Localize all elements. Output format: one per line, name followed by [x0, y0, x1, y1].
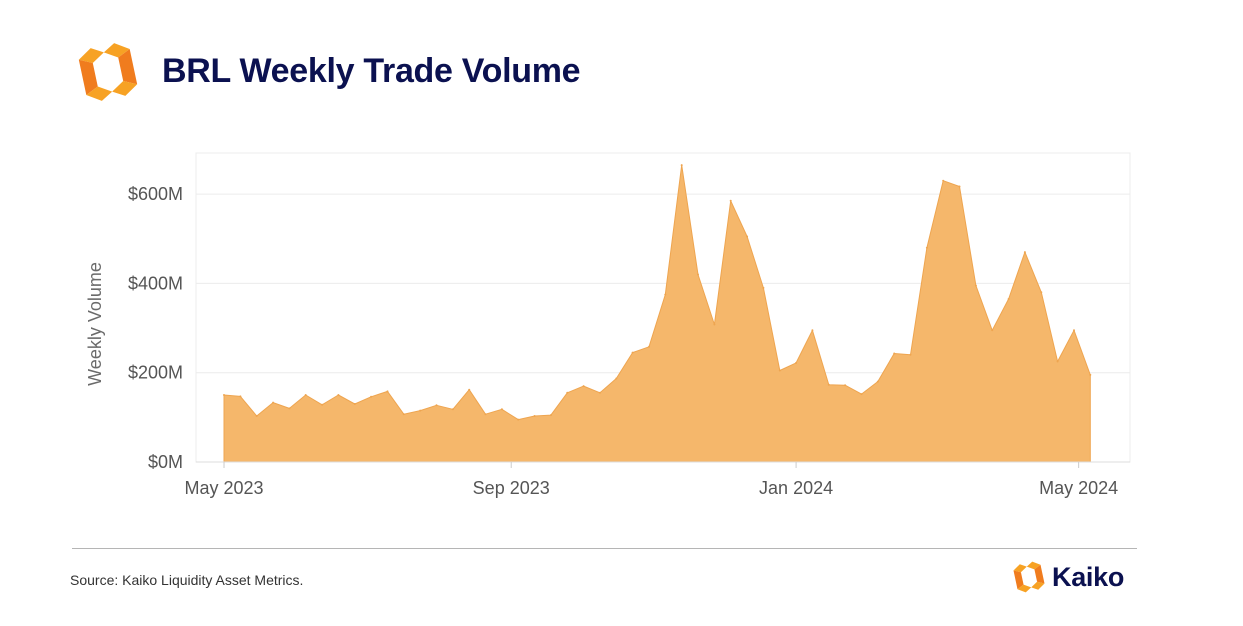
data-point [958, 185, 961, 188]
data-point [402, 413, 405, 416]
kaiko-brand-mark-icon [1013, 561, 1045, 593]
data-point [746, 235, 749, 238]
data-point [1073, 329, 1075, 332]
data-point [680, 164, 683, 167]
footer-divider [72, 548, 1137, 549]
data-point [304, 394, 307, 396]
data-point [893, 352, 896, 355]
data-point [1089, 373, 1092, 376]
kaiko-logo-icon [78, 43, 138, 101]
data-point [599, 391, 601, 394]
data-point [582, 385, 585, 388]
data-point [795, 361, 798, 364]
data-point [1023, 251, 1026, 254]
data-point [1007, 298, 1010, 300]
data-point [468, 388, 471, 391]
page-title: BRL Weekly Trade Volume [162, 52, 581, 90]
x-tick-label: May 2023 [184, 478, 263, 498]
data-point [925, 246, 928, 249]
data-point [1056, 360, 1059, 363]
x-axis-ticks: May 2023 Sep 2023 Jan 2024 May 2024 [184, 462, 1118, 498]
data-point [974, 284, 977, 287]
data-point [549, 414, 552, 417]
data-point [566, 391, 569, 394]
data-point [991, 329, 994, 332]
data-point [321, 403, 324, 406]
area-series [196, 164, 1130, 463]
data-point [876, 380, 879, 383]
data-point [615, 377, 618, 380]
kaiko-brand: Kaiko [1012, 560, 1124, 594]
data-point [337, 394, 340, 396]
data-point [827, 383, 830, 386]
data-point [255, 415, 258, 417]
data-point [1040, 291, 1043, 294]
data-point [729, 199, 732, 202]
y-axis-ticks: $0M $200M $400M $600M [128, 184, 183, 472]
data-point [762, 286, 765, 289]
y-tick-label: $600M [128, 184, 183, 204]
x-tick-label: May 2024 [1039, 478, 1118, 498]
data-point [500, 408, 503, 411]
data-point [435, 404, 438, 407]
data-point [664, 293, 667, 296]
data-point [370, 395, 373, 398]
y-tick-label: $0M [148, 452, 183, 472]
x-tick-label: Sep 2023 [473, 478, 550, 498]
data-point [451, 408, 454, 411]
data-point [811, 329, 814, 332]
data-point [844, 384, 847, 387]
x-tick-label: Jan 2024 [759, 478, 833, 498]
data-point [419, 409, 422, 412]
data-point [223, 394, 225, 396]
data-point [239, 395, 242, 398]
y-tick-label: $400M [128, 273, 183, 293]
data-point [778, 369, 781, 372]
data-point [860, 393, 863, 396]
y-tick-label: $200M [128, 363, 183, 383]
data-point [533, 415, 536, 417]
data-point [648, 345, 650, 348]
data-point [909, 353, 912, 356]
brand-name: Kaiko [1052, 561, 1125, 592]
data-point [713, 323, 716, 326]
y-axis-title: Weekly Volume [85, 262, 105, 386]
data-point [288, 407, 291, 410]
source-note: Source: Kaiko Liquidity Asset Metrics. [70, 572, 304, 588]
data-point [484, 413, 487, 416]
data-point [942, 179, 945, 182]
data-point [631, 351, 634, 354]
data-point [272, 401, 275, 404]
data-point [697, 273, 699, 276]
data-point [353, 403, 356, 405]
data-point [386, 390, 389, 393]
data-point [517, 418, 520, 421]
